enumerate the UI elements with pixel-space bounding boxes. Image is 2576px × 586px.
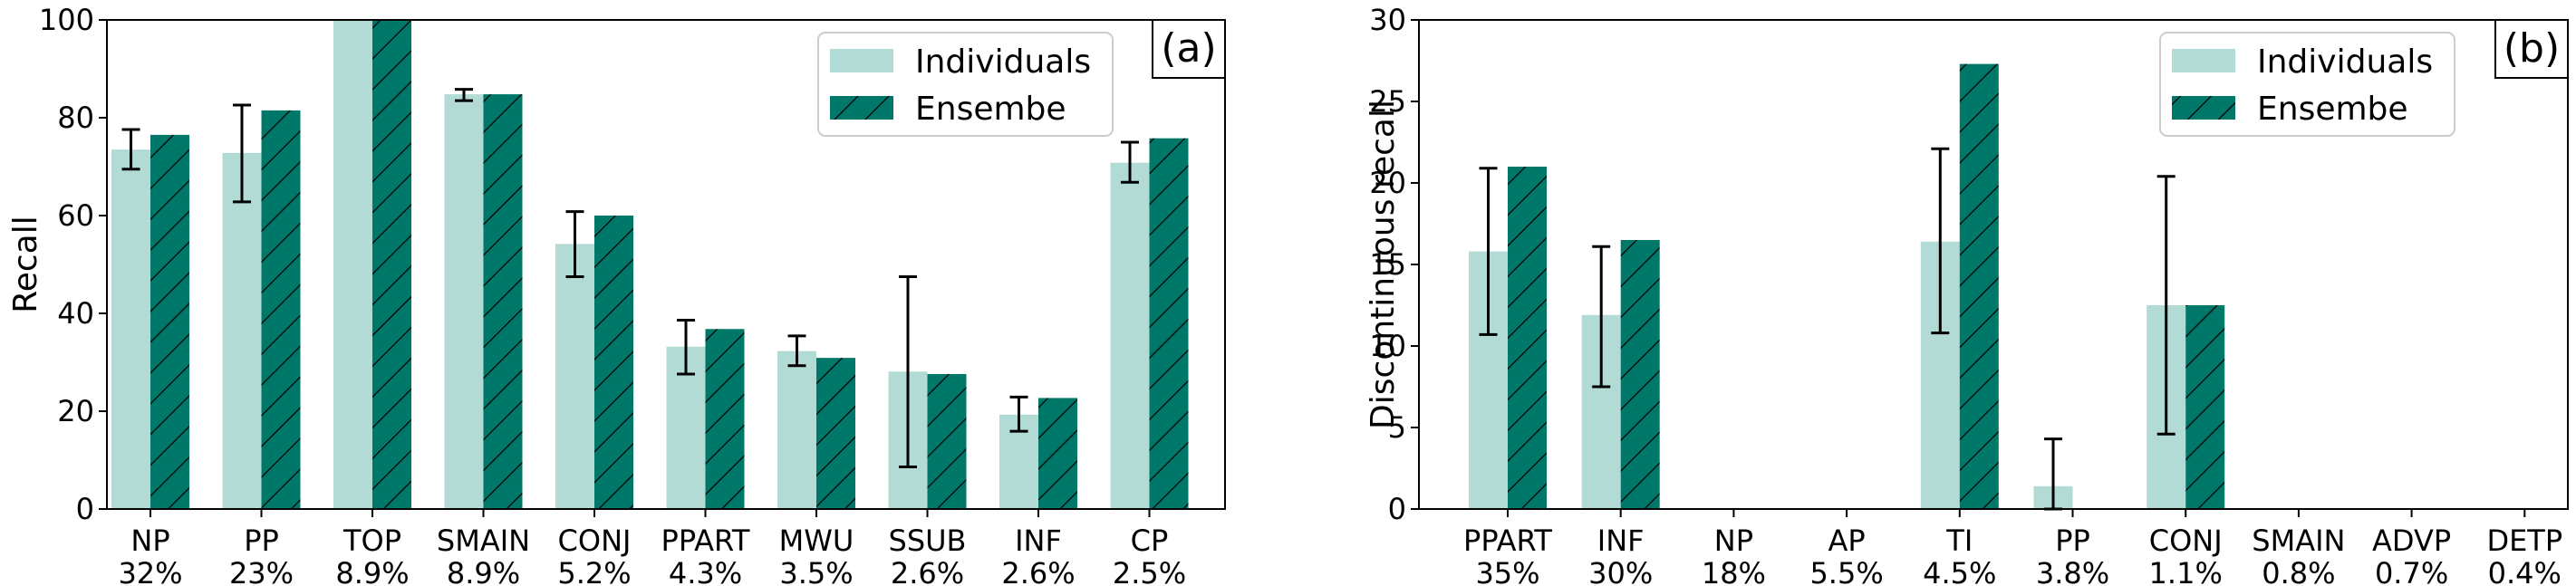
panel-a-ytick-label: 80	[57, 101, 94, 135]
panel-a-bar-individuals	[777, 351, 816, 509]
panel-b-xtick-label: DETP	[2486, 524, 2562, 558]
panel-b-ytick-label: 10	[1369, 329, 1406, 363]
panel-b-bar-ensemble	[1508, 167, 1547, 509]
panel-a-ytick-label: 60	[57, 198, 94, 233]
panel-b-xtick-percent: 30%	[1588, 556, 1653, 586]
panel-a-chart: 020406080100NP32%PP23%TOP8.9%SMAIN8.9%CO…	[7, 3, 1226, 586]
panel-a-ytick-label: 20	[57, 394, 94, 428]
panel-b-bar-ensemble	[2185, 305, 2225, 509]
panel-b-xtick-label: NP	[1714, 524, 1753, 558]
panel-a-xtick-label: SSUB	[889, 524, 967, 558]
panel-b-xtick-percent: 5.5%	[1809, 556, 1883, 586]
panel-a-ytick-label: 0	[76, 492, 94, 526]
panel-b-xtick-percent: 35%	[1475, 556, 1539, 586]
panel-a-xtick-percent: 3.5%	[779, 556, 853, 586]
panel-a-ylabel: Recall	[7, 216, 44, 312]
panel-a-xtick-percent: 8.9%	[447, 556, 520, 586]
panel-b-legend-swatch-ensemble	[2172, 96, 2235, 120]
panel-b-xtick-percent: 18%	[1702, 556, 1766, 586]
panel-a-xtick-percent: 5.2%	[557, 556, 631, 586]
panel-b-xtick-label: AP	[1828, 524, 1866, 558]
panel-a-xtick-label: TOP	[343, 524, 401, 558]
panel-a-label-box	[1152, 19, 1226, 79]
panel-a-xtick-percent: 2.5%	[1113, 556, 1186, 586]
panel-b-xtick-percent: 4.5%	[1923, 556, 1996, 586]
panel-a-bar-individuals	[444, 94, 484, 509]
panel-a-bar-ensemble	[816, 358, 855, 509]
panel-a-legend-swatch-individuals	[830, 49, 893, 72]
panel-b-xtick-percent: 0.4%	[2488, 556, 2562, 586]
panel-b-ytick-label: 20	[1369, 166, 1406, 200]
panel-b-xtick-percent: 0.8%	[2262, 556, 2335, 586]
panel-a-ytick-label: 40	[57, 296, 94, 331]
panel-a-xtick-percent: 2.6%	[891, 556, 964, 586]
panel-b-legend-individuals: Individuals	[2257, 43, 2433, 81]
panel-a-legend-ensemble: Ensembe	[915, 91, 1066, 128]
panel-b-xtick-label: PP	[2055, 524, 2090, 558]
panel-b-xtick-label: TI	[1945, 524, 1973, 558]
panel-a-bar-individuals	[1110, 162, 1150, 509]
panel-a-xtick-label: CP	[1131, 524, 1169, 558]
panel-b-label: (b)	[2504, 25, 2560, 72]
panel-a-bar-ensemble	[594, 216, 633, 509]
panel-a-xtick-percent: 32%	[118, 556, 182, 586]
panel-a-bar-individuals	[222, 152, 262, 509]
panel-a-bar-ensemble	[372, 20, 411, 509]
panel-b-xtick-label: PPART	[1463, 524, 1552, 558]
panel-a-bar-ensemble	[1038, 398, 1077, 509]
panel-b-xtick-label: INF	[1597, 524, 1645, 558]
panel-b-xtick-percent: 3.8%	[2036, 556, 2109, 586]
panel-a-bar-ensemble	[927, 373, 967, 509]
panel-b-xtick-percent: 1.1%	[2149, 556, 2223, 586]
panel-b-bar-ensemble	[1620, 240, 1660, 509]
panel-a-xtick-percent: 8.9%	[335, 556, 409, 586]
panel-a-xtick-label: PP	[244, 524, 279, 558]
panel-a-bar-ensemble	[150, 134, 189, 509]
panel-a-xtick-percent: 23%	[229, 556, 294, 586]
panel-a-bars	[111, 20, 1189, 510]
panel-a-bar-ensemble	[1149, 138, 1189, 509]
panel-a-ytick-label: 100	[39, 3, 94, 37]
panel-b-legend: Individuals Ensembe	[2159, 32, 2455, 137]
panel-a-legend-individuals: Individuals	[915, 43, 1091, 81]
panel-a-bar-individuals	[333, 20, 372, 509]
panel-b-ylabel: Discontinuous recall	[1365, 100, 1402, 429]
panel-a-label: (a)	[1161, 25, 1216, 72]
panel-b-ytick-label: 0	[1388, 492, 1406, 526]
panel-b-ytick-label: 30	[1369, 3, 1406, 37]
panel-b-legend-ensemble: Ensembe	[2257, 91, 2408, 128]
panel-b-bars	[1469, 63, 2225, 511]
panel-a-xtick-label: PPART	[661, 524, 750, 558]
panel-b-legend-swatch-individuals	[2172, 49, 2235, 72]
panel-a-bar-individuals	[555, 244, 594, 509]
panel-a-axes: 020406080100NP32%PP23%TOP8.9%SMAIN8.9%CO…	[39, 3, 1186, 586]
panel-a-xtick-percent: 2.6%	[1001, 556, 1075, 586]
panel-b-label-box	[2494, 19, 2569, 79]
panel-a-xtick-label: INF	[1015, 524, 1062, 558]
panel-a-xtick-label: CONJ	[558, 524, 632, 558]
panel-a-frame	[106, 19, 1226, 510]
panel-a-xtick-percent: 4.3%	[669, 556, 742, 586]
panel-a-bar-individuals	[111, 149, 150, 509]
panel-a-bar-ensemble	[705, 329, 745, 509]
panel-b-xtick-label: CONJ	[2149, 524, 2223, 558]
panel-b-bar-ensemble	[1959, 63, 1999, 509]
panel-a-bar-ensemble	[261, 110, 301, 510]
panel-a-legend-swatch-ensemble	[830, 96, 893, 120]
panel-a-xtick-label: MWU	[779, 524, 854, 558]
panel-b-xtick-label: SMAIN	[2252, 524, 2345, 558]
panel-a-legend: Individuals Ensembe	[817, 32, 1114, 137]
panel-a-bar-ensemble	[483, 94, 523, 509]
panel-b-xtick-percent: 0.7%	[2375, 556, 2448, 586]
panel-a-xtick-label: SMAIN	[437, 524, 530, 558]
panel-b-xtick-label: ADVP	[2372, 524, 2451, 558]
panel-a-xtick-label: NP	[130, 524, 169, 558]
panel-b-ytick-label: 25	[1369, 84, 1406, 119]
panel-b-ytick-label: 5	[1388, 410, 1406, 445]
panel-b-ytick-label: 15	[1369, 247, 1406, 282]
